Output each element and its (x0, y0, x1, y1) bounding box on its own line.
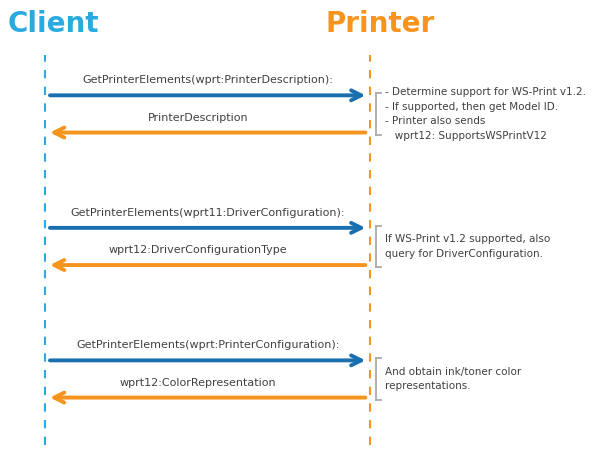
Text: GetPrinterElements(wprt11:DriverConfiguration):: GetPrinterElements(wprt11:DriverConfigur… (70, 208, 345, 218)
Text: And obtain ink/toner color
representations.: And obtain ink/toner color representatio… (385, 366, 521, 392)
Text: GetPrinterElements(wprt:PrinterDescription):: GetPrinterElements(wprt:PrinterDescripti… (82, 75, 333, 85)
Text: If WS-Print v1.2 supported, also
query for DriverConfiguration.: If WS-Print v1.2 supported, also query f… (385, 234, 550, 259)
Text: Printer: Printer (325, 10, 435, 38)
Text: Client: Client (8, 10, 99, 38)
Text: GetPrinterElements(wprt:PrinterConfiguration):: GetPrinterElements(wprt:PrinterConfigura… (76, 340, 340, 350)
Text: PrinterDescription: PrinterDescription (147, 113, 248, 122)
Text: - Determine support for WS-Print v1.2.
- If supported, then get Model ID.
- Prin: - Determine support for WS-Print v1.2. -… (385, 87, 586, 141)
Text: wprt12:ColorRepresentation: wprt12:ColorRepresentation (119, 378, 276, 387)
Text: wprt12:DriverConfigurationType: wprt12:DriverConfigurationType (108, 245, 287, 255)
